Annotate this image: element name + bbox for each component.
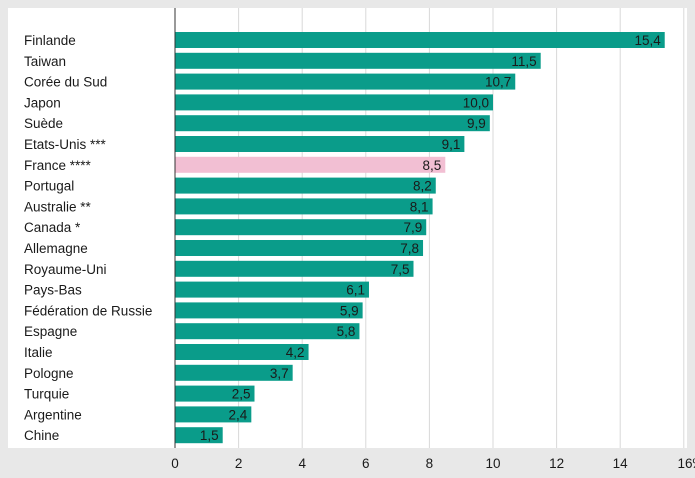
value-label-14: 5,8	[337, 324, 356, 339]
bar-2	[175, 73, 516, 90]
x-tick-label-12: 12	[549, 456, 564, 471]
category-label-15: Italie	[24, 345, 53, 360]
bar-4	[175, 115, 490, 132]
x-tick-label-8: 8	[426, 456, 434, 471]
bar-14	[175, 323, 360, 340]
category-label-13: Fédération de Russie	[24, 303, 152, 318]
value-label-10: 7,8	[400, 241, 419, 256]
value-label-4: 9,9	[467, 116, 486, 131]
category-label-8: Australie **	[24, 199, 92, 214]
category-label-9: Canada *	[24, 220, 81, 235]
value-label-5: 9,1	[442, 137, 461, 152]
category-label-4: Suède	[24, 116, 63, 131]
value-label-8: 8,1	[410, 199, 429, 214]
category-label-6: France ****	[24, 158, 92, 173]
bar-18	[175, 406, 252, 423]
bar-10	[175, 240, 424, 256]
value-label-2: 10,7	[485, 75, 511, 90]
value-label-9: 7,9	[403, 220, 422, 235]
value-label-11: 7,5	[391, 262, 410, 277]
bar-16	[175, 364, 293, 381]
value-label-7: 8,2	[413, 179, 432, 194]
value-label-13: 5,9	[340, 303, 359, 318]
value-label-15: 4,2	[286, 345, 305, 360]
category-label-17: Turquie	[24, 387, 69, 402]
bar-1	[175, 52, 541, 69]
category-label-3: Japon	[24, 95, 61, 110]
category-label-2: Corée du Sud	[24, 75, 107, 90]
category-label-12: Pays-Bas	[24, 283, 82, 298]
x-tick-label-4: 4	[298, 456, 306, 471]
value-label-3: 10,0	[463, 95, 489, 110]
value-label-16: 3,7	[270, 366, 289, 381]
value-label-6: 8,5	[423, 158, 442, 173]
x-tick-label-14: 14	[613, 456, 629, 471]
bar-9	[175, 219, 427, 236]
category-label-0: Finlande	[24, 33, 76, 48]
value-label-0: 15,4	[634, 33, 661, 48]
value-label-19: 1,5	[200, 428, 219, 443]
category-label-16: Pologne	[24, 366, 74, 381]
x-tick-label-16: 16‰	[678, 456, 695, 471]
bar-19	[175, 427, 223, 444]
bar-17	[175, 385, 255, 402]
bar-5	[175, 136, 465, 152]
category-label-10: Allemagne	[24, 241, 88, 256]
bar-8	[175, 198, 433, 215]
bar-3	[175, 94, 493, 111]
x-tick-label-6: 6	[362, 456, 370, 471]
x-tick-label-2: 2	[235, 456, 243, 471]
bar-12	[175, 281, 369, 298]
x-tick-label-0: 0	[171, 456, 179, 471]
category-label-7: Portugal	[24, 179, 74, 194]
bar-11	[175, 260, 414, 277]
value-label-1: 11,5	[511, 54, 536, 69]
category-label-14: Espagne	[24, 324, 77, 339]
category-label-5: Etats-Unis ***	[24, 137, 107, 152]
bar-0	[175, 32, 665, 48]
category-label-19: Chine	[24, 428, 59, 443]
value-label-12: 6,1	[346, 283, 365, 298]
value-label-18: 2,4	[229, 407, 248, 422]
bar-15	[175, 344, 309, 360]
x-tick-label-10: 10	[485, 456, 500, 471]
value-label-17: 2,5	[232, 387, 251, 402]
category-label-18: Argentine	[24, 407, 82, 422]
category-label-1: Taiwan	[24, 54, 66, 69]
bar-13	[175, 302, 363, 319]
bar-6	[175, 156, 446, 173]
bar-7	[175, 177, 436, 194]
category-label-11: Royaume-Uni	[24, 262, 107, 277]
